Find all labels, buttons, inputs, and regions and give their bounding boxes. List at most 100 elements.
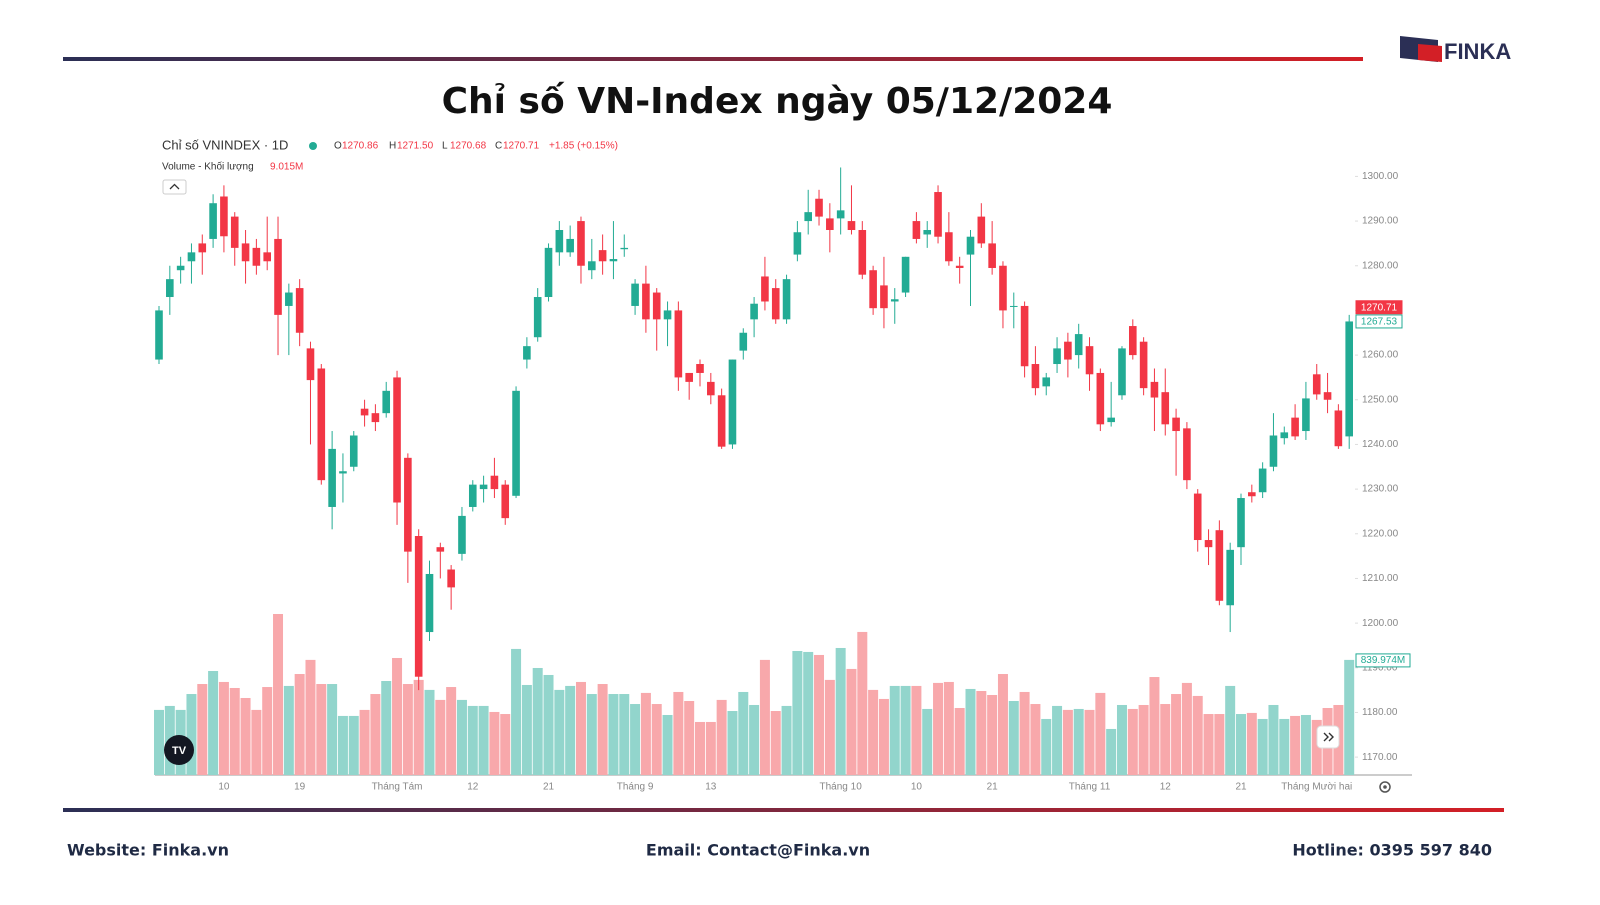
- candle-body: [425, 573, 434, 633]
- y-tick-label: 1250.00: [1362, 394, 1399, 405]
- candle-body: [836, 210, 845, 219]
- candle-body: [176, 265, 185, 271]
- volume-tag: [1355, 653, 1411, 668]
- x-tick-label: 12: [467, 782, 479, 793]
- candle-body: [220, 196, 228, 237]
- candle-body: [555, 230, 564, 253]
- volume-bar: [695, 721, 705, 775]
- volume-bar: [1192, 695, 1203, 775]
- candle-body: [652, 292, 661, 320]
- volume-bar: [413, 679, 424, 775]
- volume-bar: [1073, 708, 1084, 775]
- x-tick-label: 12: [1160, 782, 1172, 793]
- volume-bar: [1030, 704, 1041, 775]
- volume-bar: [1203, 714, 1214, 775]
- candle-body: [782, 279, 791, 320]
- candle-body: [339, 471, 347, 474]
- candle-body: [1334, 410, 1343, 447]
- candle-body: [890, 299, 899, 302]
- candle-body: [360, 408, 369, 416]
- candle-body: [512, 390, 520, 496]
- candle-body: [1323, 392, 1332, 400]
- volume-bar: [392, 657, 403, 775]
- volume-bar: [1181, 682, 1192, 775]
- volume-bar: [716, 699, 727, 775]
- c-value: 1270.71: [503, 141, 540, 152]
- y-tick-label: 1210.00: [1362, 573, 1399, 584]
- y-tick-label: 1190.00: [1362, 662, 1398, 673]
- candle-body: [1139, 341, 1148, 389]
- l-label: L: [442, 141, 448, 152]
- candle-body: [458, 515, 466, 554]
- candle-body: [804, 212, 812, 222]
- candle-body: [750, 303, 758, 320]
- volume-bar: [1095, 692, 1106, 775]
- o-label: O: [334, 141, 342, 152]
- volume-bar: [1041, 718, 1052, 775]
- volume-bar: [900, 685, 911, 775]
- volume-bar: [240, 697, 251, 775]
- volume-bar: [327, 684, 338, 775]
- y-tick-label: 1200.00: [1362, 618, 1399, 629]
- volume-bar: [954, 707, 965, 775]
- candle-body: [501, 484, 510, 519]
- candle-body: [1150, 381, 1159, 398]
- settings-button[interactable]: [1379, 781, 1391, 793]
- volume-bar: [532, 667, 543, 775]
- candle-body: [1248, 492, 1256, 497]
- volume-bar: [846, 668, 857, 775]
- candle-body: [1183, 428, 1191, 481]
- candle-body: [793, 232, 802, 255]
- volume-bar: [770, 711, 781, 775]
- y-tick-label: 1220.00: [1362, 528, 1399, 539]
- volume-bar: [933, 682, 944, 775]
- volume-bar: [1084, 709, 1095, 775]
- l-value: 1270.68: [450, 141, 487, 152]
- scroll-button[interactable]: [1316, 725, 1340, 749]
- candle-body: [609, 259, 618, 262]
- candle-body: [187, 252, 196, 262]
- volume-bar: [738, 691, 749, 775]
- candle-body: [934, 192, 942, 237]
- volume-bar: [608, 694, 619, 775]
- volume-bar: [586, 694, 597, 775]
- x-tick-label: 19: [294, 782, 306, 793]
- h-label: H: [389, 141, 396, 152]
- volume-title: Volume - Khối lượng: [162, 161, 254, 173]
- candle-body: [479, 484, 488, 490]
- volume-bar: [749, 704, 760, 775]
- title: Chỉ số VN-Index ngày 05/12/2024: [442, 81, 1113, 122]
- candle-body: [241, 243, 250, 262]
- volume-bar: [1236, 714, 1246, 775]
- volume-value: 9.015M: [270, 162, 303, 173]
- volume-bar: [1160, 704, 1171, 775]
- candle-body: [436, 547, 445, 552]
- c-label: C: [495, 141, 502, 152]
- volume-bar: [684, 701, 695, 775]
- y-tick-label: 1300.00: [1362, 171, 1399, 182]
- tv-logo: TV: [164, 735, 194, 765]
- candle-body: [1020, 305, 1029, 367]
- price-tag-label: 1267.53: [1361, 317, 1398, 328]
- candle-body: [1302, 398, 1310, 432]
- candle-body: [1215, 530, 1224, 601]
- volume-bar: [262, 687, 273, 775]
- chart: 1170.00 1180.00 1190.00 1200.00 1210.00 1220.…: [154, 167, 1412, 793]
- candle-body: [880, 285, 888, 309]
- candle-body: [901, 256, 910, 293]
- volume-bar: [835, 647, 846, 775]
- volume-bar: [759, 659, 770, 775]
- volume-bar: [283, 685, 294, 775]
- volume-bar: [792, 650, 803, 775]
- volume-bar: [1127, 708, 1138, 775]
- volume-bar: [976, 691, 987, 775]
- candle-body: [263, 252, 271, 262]
- candle-body: [955, 265, 964, 268]
- collapse-button[interactable]: [162, 179, 187, 195]
- volume-bar: [630, 704, 641, 775]
- volume-bar: [597, 684, 608, 775]
- volume-bar: [1311, 719, 1322, 775]
- volume-bar: [456, 699, 467, 775]
- volume-bar: [1052, 705, 1063, 775]
- volume-bar: [705, 721, 716, 775]
